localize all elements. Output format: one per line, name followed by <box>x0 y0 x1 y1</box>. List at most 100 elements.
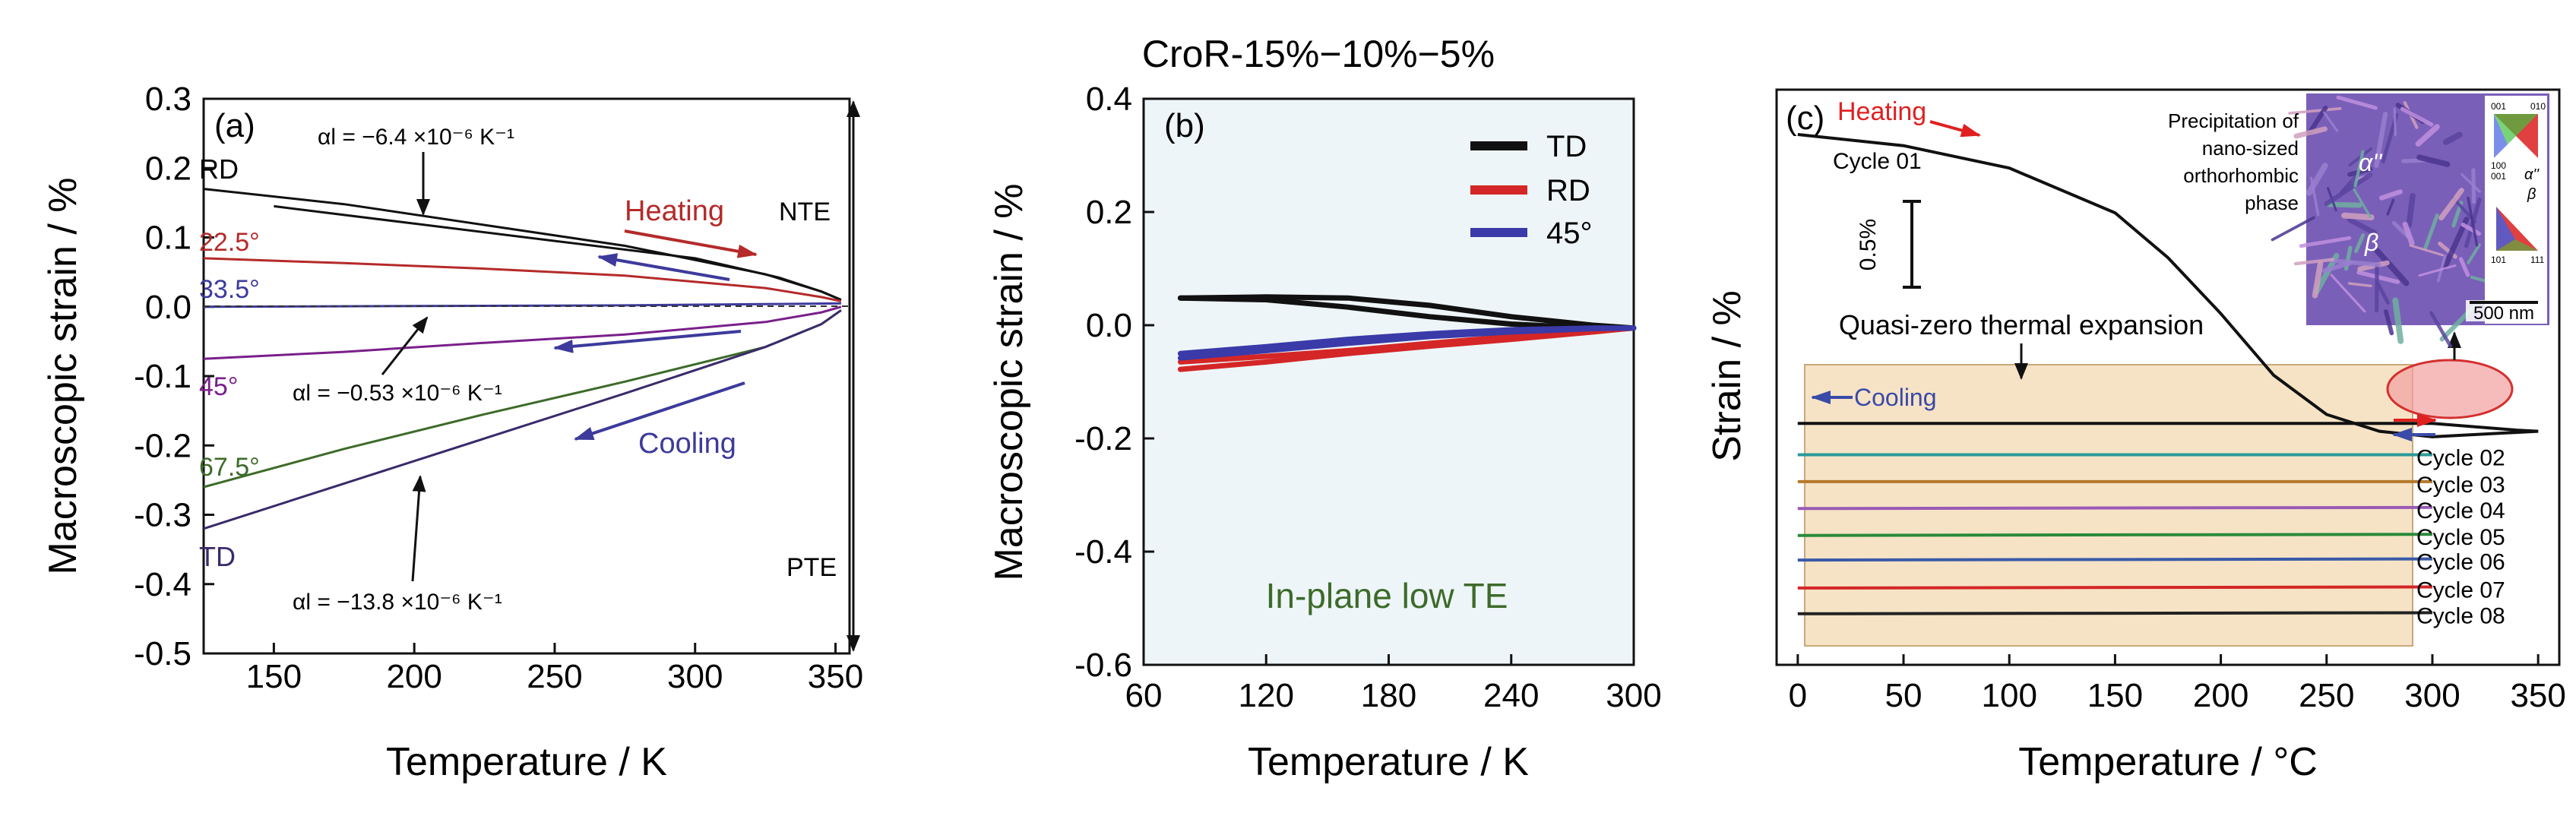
micrograph-grain <box>2354 233 2366 254</box>
micrograph-grain <box>2288 106 2342 115</box>
panel-a-ytick-label: 0.1 <box>145 220 191 257</box>
panel-c-heating-arrow <box>1929 120 1981 138</box>
cooling-arrow-bot <box>574 381 745 441</box>
quasi-zero-box <box>1804 364 2413 647</box>
micrograph-grain <box>2353 150 2365 188</box>
micrograph-grain <box>2374 248 2410 286</box>
panel-b-ytick-label: 0.0 <box>1086 307 1132 344</box>
quasi-zero-annotation: Quasi-zero thermal expansion <box>1839 309 2204 340</box>
legend-label-45: 45° <box>1546 217 1593 250</box>
panel-a-series <box>203 188 842 530</box>
panel-a-xtick-label: 250 <box>527 658 582 695</box>
panel-b-ylabel: Macroscopic strain / % <box>987 183 1031 580</box>
micrograph-grain <box>2393 107 2397 136</box>
micrograph-grain <box>2391 220 2410 239</box>
scale-bar-label: 0.5% <box>1856 219 1881 270</box>
panel-a-xtick-label: 300 <box>667 658 723 695</box>
nte-label: NTE <box>779 198 831 226</box>
inset-caption-4: phase <box>2245 191 2299 214</box>
micrograph-grain <box>2321 261 2353 274</box>
micrograph-grain <box>2324 172 2373 207</box>
cooling-label: Cooling <box>638 428 736 460</box>
alpha-mid-label: αl = −0.53 ×10⁻⁶ K⁻¹ <box>293 381 502 406</box>
cycle-label: Cycle 02 <box>2416 446 2505 471</box>
panel-b-xtick-label: 300 <box>1606 677 1661 714</box>
micrograph-grain <box>2423 214 2439 251</box>
alpha-bot-label: αl = −13.8 ×10⁻⁶ K⁻¹ <box>293 590 502 615</box>
ipf-key-beta-overlay2 <box>2496 239 2538 251</box>
alpha-top-label: αl = −6.4 ×10⁻⁶ K⁻¹ <box>318 125 514 150</box>
panel-a-xlabel: Temperature / K <box>386 740 667 784</box>
panel-c-xtick-label: 150 <box>2087 677 2143 714</box>
ipf-beta-label: β <box>2527 186 2536 203</box>
ipf-key-alpha-overlay <box>2494 114 2538 144</box>
micrograph-grain <box>2329 258 2381 267</box>
panel-a-ytick-label: 0.0 <box>145 289 191 326</box>
panel-a-xtick-label: 350 <box>808 658 863 695</box>
micrograph-grain <box>2330 274 2366 313</box>
micrograph-grain <box>2438 188 2464 221</box>
pte-label: PTE <box>786 553 837 582</box>
ipf-mid-left-label: 100 <box>2491 160 2506 171</box>
inset-scale-label: 500 nm <box>2473 303 2534 324</box>
panel-b-ytick-label: -0.6 <box>1074 647 1132 684</box>
ipf-key-beta-overlay <box>2496 207 2515 251</box>
panel-a-ytick-label: -0.2 <box>134 427 191 464</box>
legend-label-rd: RD <box>1546 174 1590 207</box>
panel-a-series-line <box>203 309 842 530</box>
panel-b-xtick-label: 60 <box>1125 677 1163 714</box>
micrograph-grain <box>2374 112 2388 169</box>
cycle-label: Cycle 05 <box>2416 525 2505 550</box>
panel-b-series <box>1177 294 1637 372</box>
panel-c-series-line <box>1797 533 2433 537</box>
panel-b-ytick-label: 0.2 <box>1086 194 1132 231</box>
panel-c-xtick-label: 250 <box>2299 677 2354 714</box>
panel-c-frame <box>1775 88 2561 666</box>
ipf-key-alpha-overlay2 <box>2494 114 2508 158</box>
cycle-label: Cycle 01 <box>1833 149 1922 174</box>
panel-c-ylabel: Strain / % <box>1705 290 1749 461</box>
panel-c-series-line <box>1797 585 2433 590</box>
micrograph-grain <box>2336 95 2378 110</box>
alpha-mid-arrow <box>381 316 429 375</box>
micrograph-grain <box>2341 212 2375 220</box>
panel-b-series-line <box>1177 294 1637 331</box>
heating-label: Heating <box>625 195 724 227</box>
micrograph-grain <box>2416 154 2451 167</box>
ipf-top-right-label: 010 <box>2530 101 2546 112</box>
panel-a-ytick-label: 0.3 <box>145 81 191 118</box>
panel-c-xtick-label: 300 <box>2404 677 2460 714</box>
label-67-5: 67.5° <box>199 453 260 482</box>
panel-b: 60 120 180 240 300 -0.6 -0.4 -0.2 0.0 0.2 0.4 CroR… <box>987 33 1662 784</box>
ipf-mid-left-label2: 001 <box>2491 171 2506 182</box>
micrograph-grain <box>2429 311 2453 348</box>
panel-b-xtick-label: 240 <box>1483 677 1539 714</box>
panel-b-ytick-label: -0.4 <box>1074 533 1132 571</box>
panel-a-frame <box>202 97 851 655</box>
panel-a-series-line <box>274 204 842 301</box>
micrograph-grain <box>2347 166 2373 177</box>
micrograph-grain <box>2460 222 2482 236</box>
panel-c-series <box>1797 133 2539 615</box>
panel-b-ytick-label: 0.4 <box>1086 81 1132 118</box>
micrograph-grain <box>2443 131 2463 145</box>
label-td: TD <box>199 541 236 572</box>
panel-c-series-line <box>1797 611 2433 615</box>
panel-c-series-line <box>1797 505 2433 511</box>
panel-c-xtick-label: 0 <box>1789 677 1807 714</box>
micrograph-grain <box>2415 124 2440 147</box>
inset-micrograph: α'' β 001 010 100 001 α'' β 101 111 500 … <box>2271 93 2549 348</box>
panel-b-label: (b) <box>1164 107 1205 144</box>
panel-a-ytick-label: -0.1 <box>134 358 191 395</box>
inset-phase-beta: β <box>2364 229 2378 256</box>
panel-c: 0 50 100 150 200 250 300 350 (c) Heating Temper… <box>1705 88 2566 784</box>
panel-a-ylabel: Macroscopic strain / % <box>41 177 85 574</box>
panel-b-ytick-label: -0.2 <box>1074 420 1132 457</box>
panel-c-xtick-label: 50 <box>1885 677 1923 714</box>
micrograph-grain <box>2406 192 2416 228</box>
highlight-ellipse <box>2386 359 2514 419</box>
panel-b-xtick-label: 120 <box>1239 677 1294 714</box>
cooling-label-c: Cooling <box>1854 384 1937 411</box>
micrograph-grain <box>2348 282 2372 288</box>
